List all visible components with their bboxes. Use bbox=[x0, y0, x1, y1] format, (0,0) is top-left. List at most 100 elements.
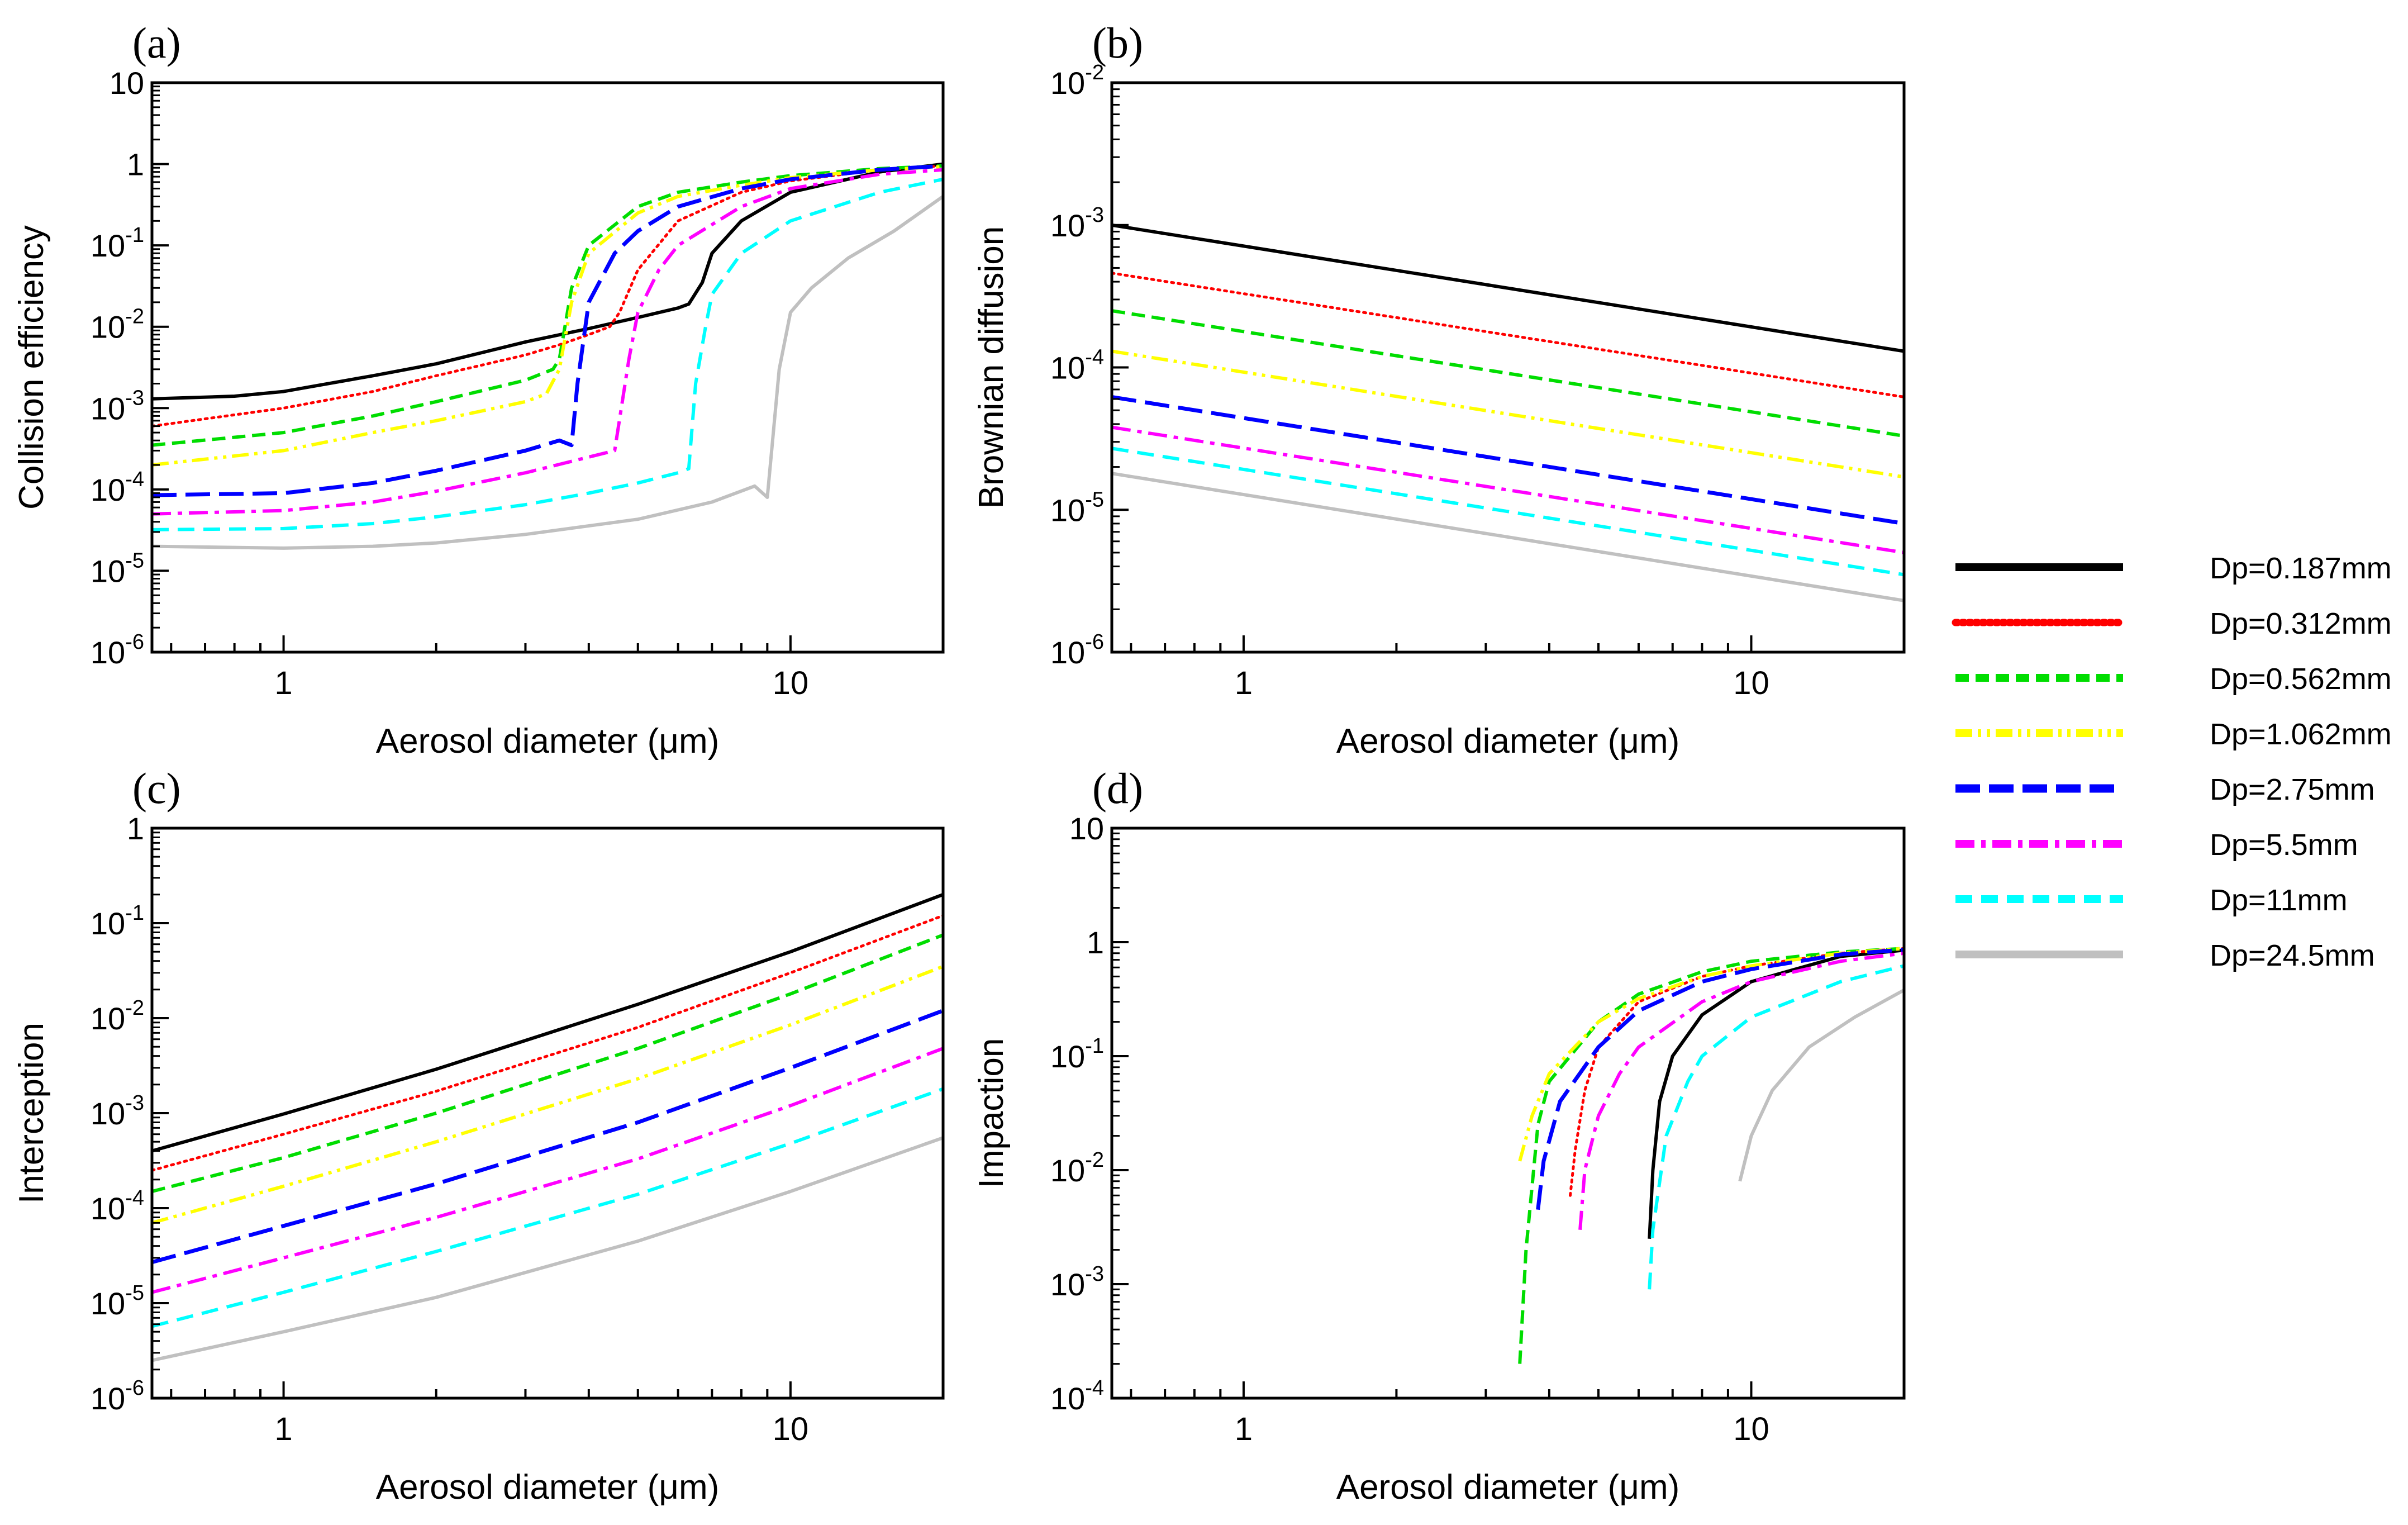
plot-frame bbox=[1110, 826, 1906, 1400]
y-tick-label: 10-2 bbox=[1050, 1148, 1104, 1188]
series-line-dp-5-5mm bbox=[152, 1047, 943, 1294]
series-line-dp-0-187mm bbox=[152, 892, 943, 1153]
y-tick-base: 1 bbox=[1087, 925, 1104, 960]
y-tick-exponent: -3 bbox=[1085, 203, 1104, 227]
y-tick-base: 10 bbox=[91, 635, 125, 670]
x-tick-label: 10 bbox=[1733, 665, 1769, 701]
legend-label: Dp=11mm bbox=[2210, 883, 2348, 917]
y-axis-label: Collision efficiency bbox=[12, 225, 51, 510]
y-tick-base: 1 bbox=[127, 811, 144, 846]
series-line-dp-0-187mm bbox=[1112, 223, 1904, 353]
y-tick-base: 10 bbox=[91, 1096, 125, 1131]
legend-label: Dp=0.187mm bbox=[2210, 552, 2392, 585]
panel-label: (d) bbox=[1092, 764, 1143, 813]
series-group bbox=[1518, 947, 1904, 1364]
series-line-dp-0-187mm bbox=[152, 162, 943, 401]
x-tick-label: 1 bbox=[274, 1411, 292, 1447]
x-axis-label: Aerosol diameter (μm) bbox=[376, 722, 720, 761]
x-tick-label: 1 bbox=[1235, 665, 1253, 701]
y-tick-exponent: -2 bbox=[1085, 1148, 1104, 1172]
series-line-dp-24-5mm bbox=[152, 1136, 943, 1362]
series-line-dp-11mm bbox=[152, 177, 943, 531]
y-tick-base: 10 bbox=[91, 1191, 125, 1226]
y-tick-label: 10-5 bbox=[1050, 488, 1104, 528]
y-tick-base: 10 bbox=[1050, 635, 1085, 670]
y-tick-exponent: -1 bbox=[125, 901, 144, 925]
y-axis-label: Brownian diffusion bbox=[972, 226, 1011, 509]
series-line-dp-0-562mm bbox=[152, 933, 943, 1194]
series-line-dp-5-5mm bbox=[1112, 425, 1904, 554]
y-tick-base: 10 bbox=[91, 310, 125, 345]
x-axis-label: Aerosol diameter (μm) bbox=[1336, 1468, 1680, 1507]
y-tick-exponent: -1 bbox=[1085, 1034, 1104, 1058]
y-tick-base: 10 bbox=[91, 391, 125, 426]
series-line-dp-2-75mm bbox=[1536, 947, 1904, 1210]
y-tick-label: 10-6 bbox=[91, 1376, 144, 1416]
legend-label: Dp=2.75mm bbox=[2210, 773, 2375, 806]
y-tick-exponent: -1 bbox=[125, 224, 144, 247]
y-tick-exponent: -3 bbox=[125, 386, 144, 410]
y-tick-exponent: -6 bbox=[125, 1376, 144, 1400]
panel-label: (b) bbox=[1092, 18, 1143, 67]
y-tick-label: 10-6 bbox=[1050, 630, 1104, 670]
y-tick-exponent: -5 bbox=[1085, 488, 1104, 511]
x-tick-label: 10 bbox=[1733, 1411, 1769, 1447]
series-line-dp-1-062mm bbox=[152, 165, 943, 467]
series-line-dp-24-5mm bbox=[1112, 472, 1904, 602]
y-tick-base: 10 bbox=[1050, 492, 1085, 528]
series-line-dp-0-187mm bbox=[1648, 948, 1904, 1239]
y-tick-label: 10-1 bbox=[1050, 1034, 1104, 1074]
y-tick-exponent: -5 bbox=[125, 1281, 144, 1305]
y-axis-label: Interception bbox=[12, 1023, 51, 1204]
y-tick-label: 10-4 bbox=[91, 1186, 144, 1226]
x-axis-label: Aerosol diameter (μm) bbox=[376, 1468, 720, 1507]
y-tick-label: 10-3 bbox=[91, 386, 144, 426]
y-tick-base: 10 bbox=[1050, 350, 1085, 386]
series-line-dp-0-562mm bbox=[1518, 947, 1904, 1364]
legend-label: Dp=0.562mm bbox=[2210, 662, 2392, 696]
y-tick-label: 10 bbox=[110, 65, 144, 101]
y-tick-base: 10 bbox=[1050, 208, 1085, 243]
series-line-dp-1-062mm bbox=[1518, 947, 1904, 1162]
y-tick-base: 10 bbox=[1050, 1039, 1085, 1074]
panel-label: (a) bbox=[132, 18, 181, 67]
y-tick-exponent: -6 bbox=[125, 630, 144, 654]
legend-label: Dp=24.5mm bbox=[2210, 939, 2375, 972]
y-tick-exponent: -4 bbox=[125, 1186, 144, 1210]
legend-label: Dp=0.312mm bbox=[2210, 607, 2392, 640]
y-tick-label: 10-2 bbox=[91, 996, 144, 1036]
y-tick-exponent: -4 bbox=[1085, 346, 1104, 369]
y-tick-base: 10 bbox=[1050, 1381, 1085, 1416]
y-tick-base: 1 bbox=[127, 147, 144, 182]
y-tick-exponent: -3 bbox=[1085, 1262, 1104, 1286]
series-line-dp-5-5mm bbox=[152, 168, 943, 516]
y-tick-exponent: -2 bbox=[1085, 61, 1104, 84]
y-tick-base: 10 bbox=[1050, 1153, 1085, 1188]
y-tick-label: 10-4 bbox=[1050, 1376, 1104, 1416]
plot-frame bbox=[150, 81, 945, 654]
y-tick-base: 10 bbox=[91, 553, 125, 588]
series-group bbox=[152, 162, 943, 550]
y-tick-exponent: -4 bbox=[1085, 1376, 1104, 1400]
y-tick-base: 10 bbox=[91, 1286, 125, 1321]
y-tick-base: 10 bbox=[91, 906, 125, 941]
legend-label: Dp=1.062mm bbox=[2210, 718, 2392, 751]
y-tick-label: 1 bbox=[127, 811, 144, 846]
y-tick-exponent: -2 bbox=[125, 305, 144, 329]
y-tick-label: 1 bbox=[1087, 925, 1104, 960]
y-tick-label: 10-5 bbox=[91, 1281, 144, 1321]
legend: Dp=0.187mm Dp=0.312mm Dp=0.562mm Dp=1.062mm… bbox=[1952, 552, 2392, 972]
series-line-dp-2-75mm bbox=[152, 1009, 943, 1265]
x-tick-label: 10 bbox=[773, 1411, 809, 1447]
series-group bbox=[152, 892, 943, 1362]
y-tick-exponent: -3 bbox=[125, 1091, 144, 1115]
series-line-dp-5-5mm bbox=[1578, 951, 1904, 1230]
series-line-dp-11mm bbox=[1648, 964, 1904, 1290]
plot-frame bbox=[150, 826, 945, 1400]
y-tick-exponent: -5 bbox=[125, 549, 144, 572]
